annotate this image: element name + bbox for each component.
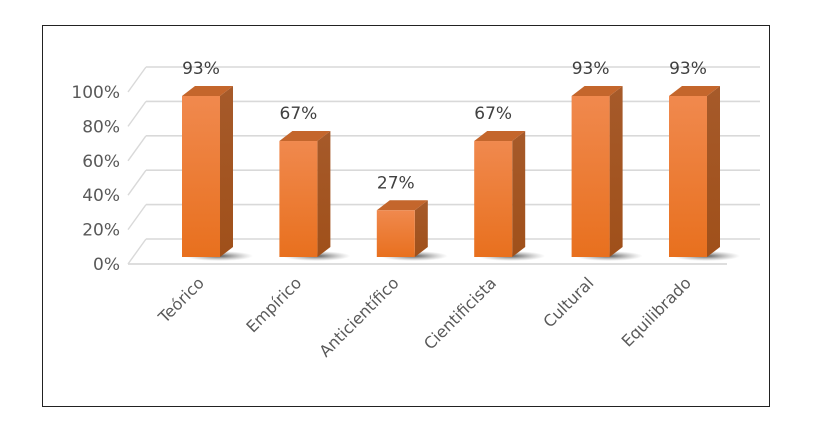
gridline-depth xyxy=(127,135,147,162)
x-category-label: Anticientífico xyxy=(315,273,402,360)
data-label: 67% xyxy=(474,104,512,124)
gridline-depth xyxy=(127,66,147,93)
bar: 27% xyxy=(376,173,448,261)
x-axis: Teórico Empírico Anticientífico Cientificis… xyxy=(154,273,695,360)
y-tick-label: 40% xyxy=(82,186,120,206)
y-tick-label: 60% xyxy=(82,152,120,172)
bar: 67% xyxy=(474,104,546,261)
bar: 93% xyxy=(669,59,740,261)
y-tick-label: 100% xyxy=(71,83,120,103)
data-label: 27% xyxy=(377,173,415,193)
x-category-label: Cultural xyxy=(539,273,597,331)
gridline-depth xyxy=(127,169,147,196)
data-label: 93% xyxy=(669,59,707,79)
y-axis: 0% 20% 40% 60% 80% 100% xyxy=(71,83,120,275)
y-tick-label: 20% xyxy=(82,221,120,241)
gridline-depth xyxy=(127,100,147,127)
x-category-label: Equilibrado xyxy=(618,273,695,350)
x-category-label: Teórico xyxy=(154,273,208,327)
bar: 93% xyxy=(571,59,643,261)
y-tick-label: 0% xyxy=(93,255,120,275)
bar: 67% xyxy=(279,104,351,261)
bar: 93% xyxy=(182,59,253,261)
gridlines xyxy=(127,66,760,265)
bars: 93% 67% 27% 67% 93% 93% xyxy=(182,59,740,261)
gridline-depth xyxy=(127,238,147,265)
data-label: 93% xyxy=(182,59,220,79)
data-label: 67% xyxy=(280,104,318,124)
y-tick-label: 80% xyxy=(82,117,120,137)
gridline-depth xyxy=(127,204,147,231)
x-category-label: Empírico xyxy=(242,273,305,336)
data-label: 93% xyxy=(572,59,610,79)
x-category-label: Cientificista xyxy=(420,273,500,353)
